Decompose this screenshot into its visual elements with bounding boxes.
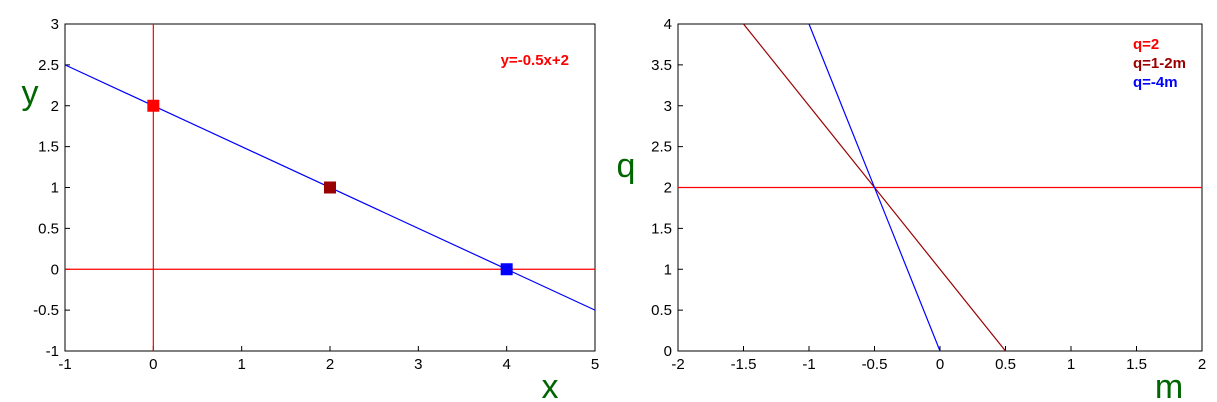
y-tick-label: -0.5 — [33, 302, 59, 319]
data-point-0 — [147, 99, 160, 112]
series-line-2 — [808, 24, 941, 351]
y-tick-label: 3.5 — [651, 57, 672, 74]
x-tick-label: -0.5 — [862, 356, 888, 373]
y-tick-label: -1 — [46, 343, 59, 360]
x-tick-label: -1 — [802, 356, 815, 373]
y-tick-label: 1 — [664, 261, 672, 278]
y-tick-label: 2.5 — [651, 139, 672, 156]
x-tick-label: -1.5 — [731, 356, 757, 373]
y-axis-label: q — [617, 147, 636, 185]
x-tick-label: 2 — [326, 356, 334, 373]
y-tick-label: 1.5 — [38, 139, 59, 156]
y-tick-label: 2 — [51, 98, 59, 115]
y-tick-label: 0.5 — [38, 220, 59, 237]
x-tick-label: 1.5 — [1126, 356, 1147, 373]
chart-right: -2 -1.5 -1 -0.5 0 0.5 1 1.5 2 0 0.5 1 1.5 2 2.5 3 3.5 4 q=… — [617, 16, 1207, 402]
x-tick-label: 3 — [414, 356, 422, 373]
data-point-2 — [500, 263, 513, 276]
legend-entry: q=1-2m — [1133, 55, 1186, 72]
y-tick-label: 4 — [664, 16, 672, 33]
chart-left: -1 0 1 2 3 4 5 -1 -0.5 0 0.5 1 1.5 2 2.5 3 y=-0.5x+2 y x — [22, 16, 600, 402]
x-tick-label: -2 — [671, 356, 684, 373]
data-point-1 — [324, 181, 336, 194]
x-tick-label: 1 — [1067, 356, 1075, 373]
x-tick-label: 0.5 — [995, 356, 1016, 373]
x-axis-label: x — [542, 368, 559, 402]
y-tick-label: 3 — [51, 16, 59, 33]
x-tick-label: -1 — [58, 356, 71, 373]
legend-entry: y=-0.5x+2 — [501, 52, 569, 69]
x-tick-label: 1 — [237, 356, 245, 373]
y-tick-label: 0.5 — [651, 302, 672, 319]
y-tick-label: 2 — [664, 180, 672, 197]
y-tick-label: 3 — [664, 98, 672, 115]
y-tick-label: 0 — [664, 343, 672, 360]
y-tick-label: 2.5 — [38, 57, 59, 74]
x-tick-label: 5 — [591, 356, 599, 373]
y-tick-label: 1.5 — [651, 220, 672, 237]
y-axis-label: y — [22, 74, 39, 112]
legend-entry: q=-4m — [1133, 74, 1178, 91]
x-tick-label: 4 — [502, 356, 510, 373]
x-tick-label: 0 — [149, 356, 157, 373]
legend-entry: q=2 — [1133, 36, 1159, 53]
y-tick-label: 1 — [51, 180, 59, 197]
x-tick-label: 0 — [936, 356, 944, 373]
y-tick-label: 0 — [51, 261, 59, 278]
x-axis-label: m — [1155, 368, 1183, 402]
x-tick-label: 2 — [1198, 356, 1206, 373]
